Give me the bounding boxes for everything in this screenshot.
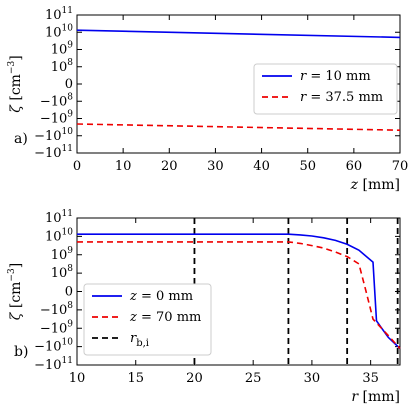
x-tick-label: 60 bbox=[346, 159, 363, 174]
legend-entry: rb,i bbox=[130, 331, 149, 349]
y-tick-label: −1011 bbox=[34, 144, 73, 161]
legend-entry: z = 0 mm bbox=[129, 289, 193, 304]
x-tick-label: 30 bbox=[207, 159, 224, 174]
y-tick-label: −1010 bbox=[34, 338, 73, 355]
legend-entry: r = 37.5 mm bbox=[300, 90, 383, 105]
y-tick-label: 109 bbox=[51, 41, 74, 58]
y-tick-label: 1011 bbox=[45, 6, 73, 23]
x-tick-label: 10 bbox=[115, 159, 132, 174]
x-tick-label: 30 bbox=[304, 371, 321, 386]
y-tick-label: 109 bbox=[51, 246, 74, 263]
x-tick-label: 10 bbox=[69, 371, 86, 386]
panel-label: b) bbox=[14, 344, 28, 360]
series-line-1 bbox=[76, 123, 401, 131]
legend-entry: r = 10 mm bbox=[300, 69, 371, 84]
y-tick-label: −108 bbox=[40, 92, 73, 109]
x-tick-label: 70 bbox=[392, 159, 409, 174]
x-tick-label: 50 bbox=[299, 159, 316, 174]
x-tick-label: 20 bbox=[161, 159, 178, 174]
y-tick-label: 0 bbox=[65, 285, 73, 300]
y-tick-label: 1010 bbox=[45, 227, 73, 244]
x-tick-label: 40 bbox=[253, 159, 270, 174]
y-tick-label: 108 bbox=[51, 58, 74, 75]
series-line-0 bbox=[77, 233, 401, 350]
y-axis-label: ζ [cm−3] bbox=[7, 263, 24, 320]
y-axis-label: ζ [cm−3] bbox=[7, 55, 24, 112]
panel-label: a) bbox=[14, 131, 28, 147]
panel-a: 0 10 20 30 40 50 60 70101110101091080−108−109−1… bbox=[7, 6, 408, 193]
y-tick-label: 1011 bbox=[45, 209, 73, 226]
series-line-1 bbox=[77, 241, 401, 350]
y-tick-label: −108 bbox=[40, 301, 73, 318]
x-tick-label: 35 bbox=[362, 371, 379, 386]
x-tick-label: 0 bbox=[73, 159, 81, 174]
x-axis-label: z [mm] bbox=[350, 177, 400, 193]
x-tick-label: 20 bbox=[186, 371, 203, 386]
y-tick-label: −1010 bbox=[34, 127, 73, 144]
x-tick-label: 15 bbox=[127, 371, 144, 386]
y-tick-label: 108 bbox=[51, 264, 74, 281]
y-tick-label: −109 bbox=[40, 319, 73, 336]
x-tick-label: 25 bbox=[245, 371, 262, 386]
legend-entry: z = 70 mm bbox=[129, 310, 201, 325]
y-tick-label: −1011 bbox=[34, 356, 73, 373]
x-axis-label: r [mm] bbox=[351, 389, 400, 405]
y-tick-label: 0 bbox=[65, 77, 73, 92]
y-tick-label: −109 bbox=[40, 110, 73, 127]
y-tick-label: 1010 bbox=[45, 23, 73, 40]
series-line-0 bbox=[76, 29, 401, 39]
